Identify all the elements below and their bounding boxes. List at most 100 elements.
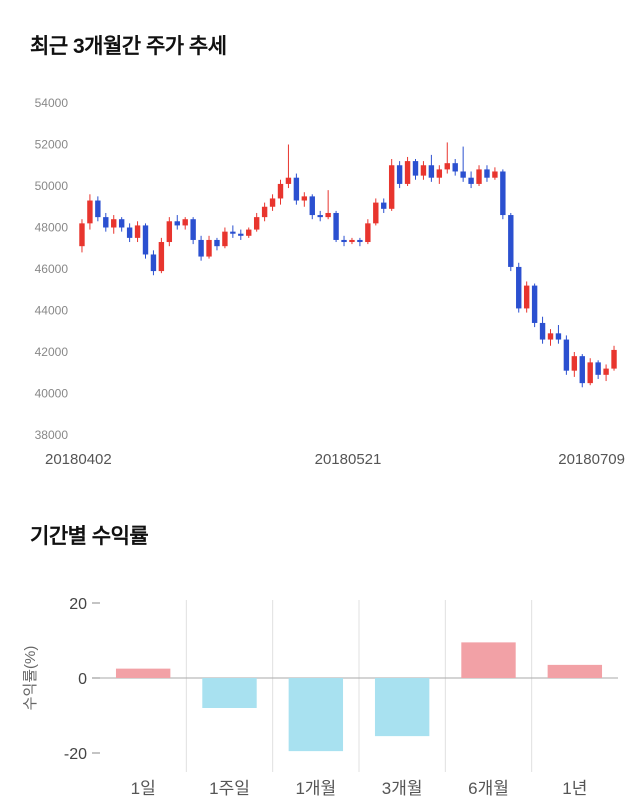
return-bar [374,678,430,737]
candle-body [523,285,530,309]
candle-body [444,163,450,170]
return-bar [547,664,603,678]
returns-title: 기간별 수익률 [30,525,149,548]
candle-body [95,200,101,218]
candle-body [611,349,617,369]
return-bar [288,678,344,752]
candle-body [357,239,363,243]
candle-body [317,215,323,218]
candle-body [547,333,554,340]
candle-body [301,196,308,201]
candle-body [79,223,85,247]
candle-body [516,266,522,309]
candle-body [460,171,466,178]
candle-body [238,233,244,236]
candle-body [118,219,125,228]
candle-body [206,239,212,257]
candle-body [603,368,609,375]
y-axis-tick-label: 52000 [35,138,69,152]
candle-body [285,177,292,184]
candle-body [293,177,300,201]
candle-body [166,221,173,243]
y-axis-tick-label: 42000 [35,345,69,359]
candle-body [158,242,165,272]
candle-body [452,163,458,172]
category-label: 3개월 [382,779,423,798]
candle-body [428,165,435,178]
candle-body [365,223,371,243]
candle-body [190,219,196,240]
candle-body [103,217,109,228]
candle-body [198,239,204,257]
candle-body [508,215,514,267]
candle-body [563,339,570,371]
candle-body [333,212,339,240]
category-label: 1년 [562,779,587,798]
candle-body [253,217,260,230]
y-axis-tick-label: 0 [78,671,87,688]
candle-body [126,227,133,238]
y-axis-tick-label: 44000 [35,304,69,318]
candle-body [420,165,427,176]
candle-body [341,239,347,243]
candle-body [500,171,506,216]
y-axis-title: 수익률(%) [22,646,39,711]
y-axis-tick-label: -20 [64,746,87,763]
candle-body [261,206,268,218]
candle-body [484,169,490,178]
price-trend-title: 최근 3개월간 주가 추세 [30,35,227,58]
y-axis-tick-label: 40000 [35,387,69,401]
x-axis-tick-label: 20180521 [315,451,382,468]
candle-body [404,161,411,184]
return-bar [115,668,171,678]
candle-body [87,200,93,224]
y-axis-tick-label: 38000 [35,428,69,442]
candle-body [531,285,538,323]
candle-body [373,202,379,224]
candle-body [579,356,585,384]
candle-body [182,219,188,226]
candle-body [476,169,482,184]
return-bar [202,678,257,708]
candle-body [309,196,315,216]
candle-body [388,165,395,209]
y-axis-tick-label: 46000 [35,262,69,276]
candle-body [436,169,443,178]
candle-body [142,225,149,255]
candlestick-chart: 54000 52000 50000 48000 46000 44000 42000 40000… [35,96,625,468]
category-label: 1개월 [295,779,336,798]
x-axis-tick-label: 20180402 [45,451,112,468]
y-axis-tick-label: 20 [69,596,87,613]
candle-body [595,362,601,375]
y-axis-tick-label: 48000 [35,221,69,235]
candle-body [587,362,593,384]
category-label: 1일 [131,779,156,798]
candle-body [214,239,220,247]
candle-body [412,161,419,176]
candle-body [277,183,284,199]
candle-body [111,219,117,228]
candle-body [269,198,276,207]
candle-body [134,225,141,238]
returns-bar-chart: 20 0 -20 1일 1주일 1개월 3개월 6개월 1년 수익률(%) [22,596,618,798]
candle-body [468,177,474,184]
candle-body [396,165,403,184]
candle-body [174,221,180,226]
candle-body [349,239,355,243]
candle-body [150,254,157,272]
candle-body [222,231,228,247]
candle-body [381,202,387,209]
category-label: 1주일 [209,779,250,798]
candle-body [555,333,562,340]
candle-body [230,231,236,234]
y-axis-tick-label: 50000 [35,179,69,193]
y-axis-tick-label: 54000 [35,96,69,110]
candle-body [571,356,578,371]
candle-body [246,229,252,236]
x-axis-tick-label: 20180709 [558,451,625,468]
candle-body [325,212,331,218]
candle-body [492,171,498,178]
return-bar [461,642,516,678]
category-label: 6개월 [468,779,509,798]
